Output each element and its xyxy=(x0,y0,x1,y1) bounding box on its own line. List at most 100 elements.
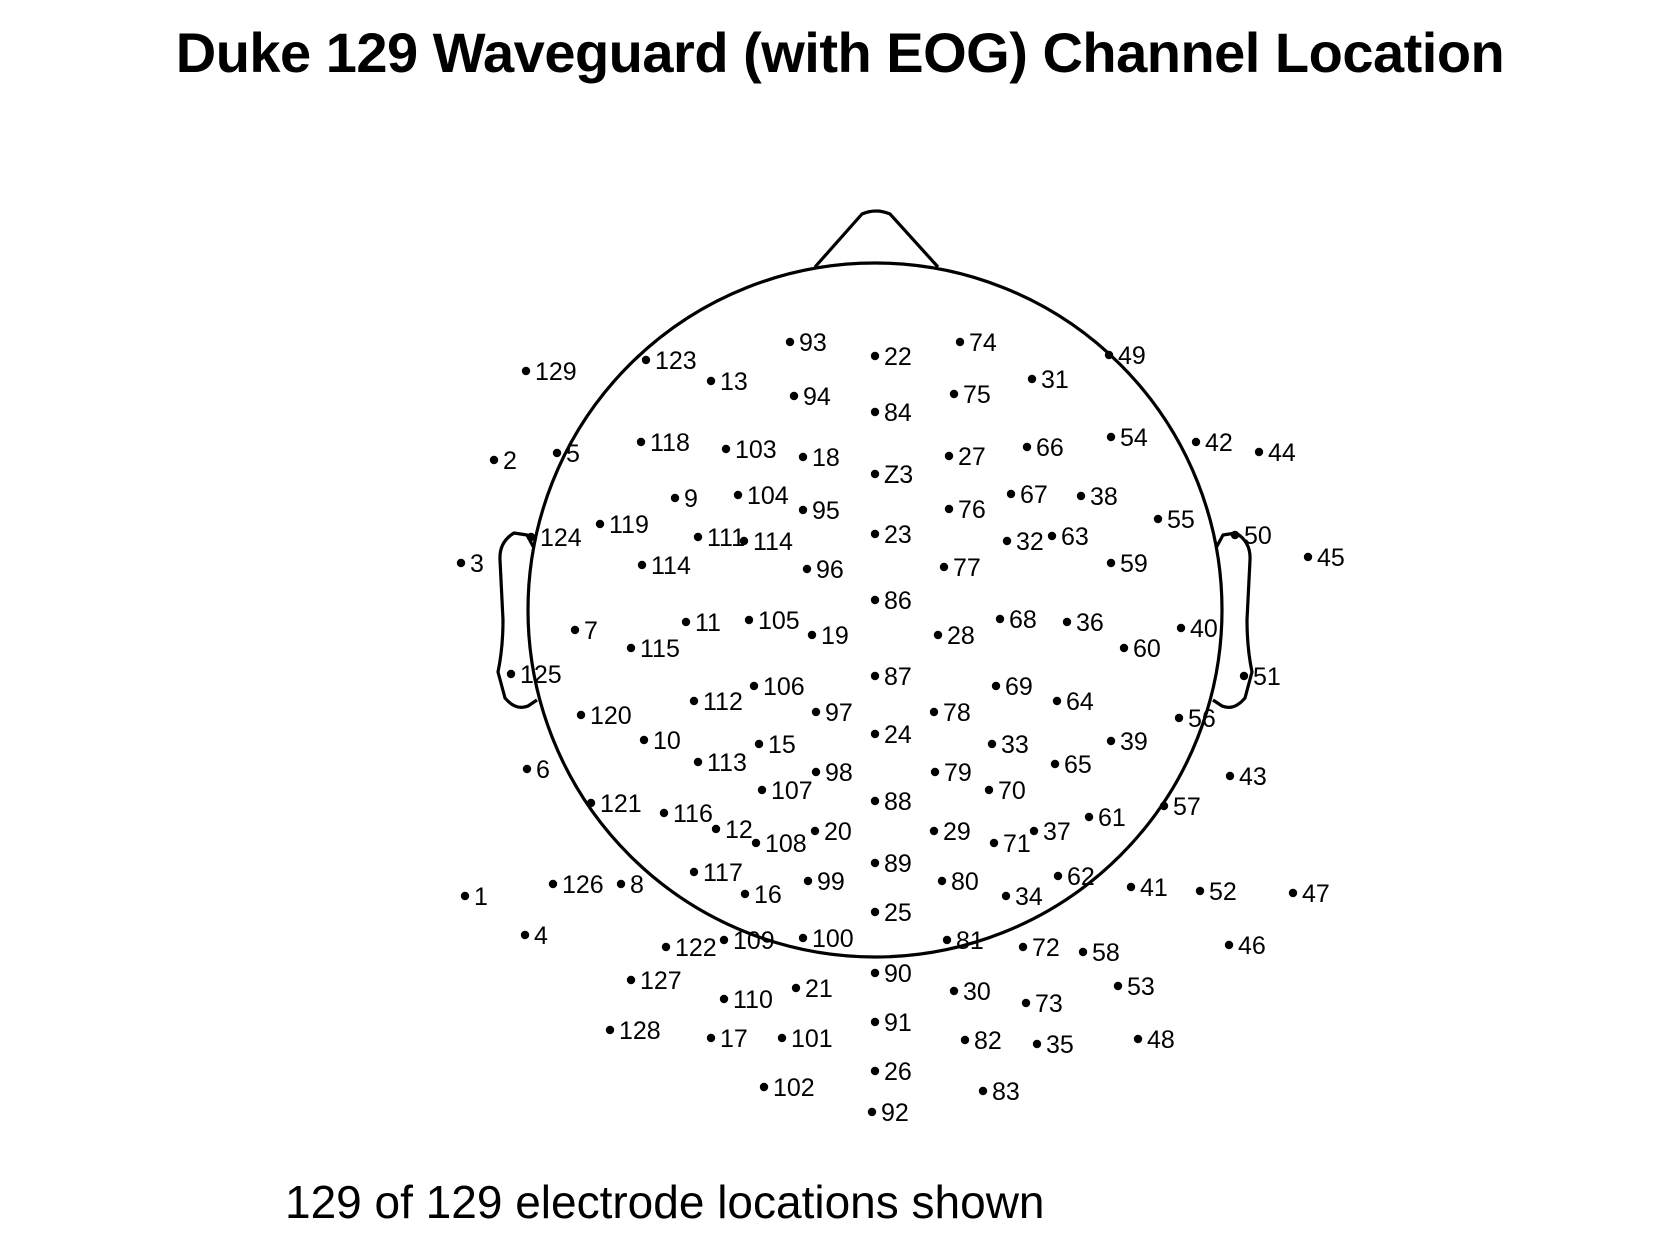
electrode-label: Z3 xyxy=(884,461,913,489)
electrode-129: 129 xyxy=(521,358,577,386)
electrode-dot xyxy=(693,757,703,767)
electrode-label: 118 xyxy=(650,429,690,457)
electrode-44: 44 xyxy=(1254,439,1296,467)
electrode-25: 25 xyxy=(870,899,912,927)
electrode-52: 52 xyxy=(1195,878,1237,906)
head-outline xyxy=(496,209,1254,959)
electrode-87: 87 xyxy=(870,663,912,691)
electrode-38: 38 xyxy=(1076,483,1118,511)
electrode-dot xyxy=(721,444,731,454)
electrode-label: 83 xyxy=(992,1078,1020,1106)
electrode-label: 52 xyxy=(1209,878,1237,906)
electrode-dot xyxy=(803,876,813,886)
electrode-label: 98 xyxy=(825,759,853,787)
electrode-label: 31 xyxy=(1041,366,1069,394)
electrode-label: 69 xyxy=(1005,673,1033,701)
electrode-dot xyxy=(460,891,470,901)
electrode-dot xyxy=(802,564,812,574)
electrode-26: 26 xyxy=(870,1058,912,1086)
electrode-label: 76 xyxy=(958,496,986,524)
electrode-label: 127 xyxy=(640,967,682,995)
electrode-label: 59 xyxy=(1120,550,1148,578)
electrode-label: 66 xyxy=(1036,434,1064,462)
electrode-31: 31 xyxy=(1027,366,1069,394)
electrode-label: 116 xyxy=(673,800,713,828)
electrode-label: 107 xyxy=(771,777,813,805)
electrode-29: 29 xyxy=(929,818,971,846)
electrode-label: 92 xyxy=(881,1099,909,1127)
electrode-101: 101 xyxy=(777,1025,833,1053)
electrode-label: 78 xyxy=(943,699,971,727)
electrode-label: 102 xyxy=(773,1074,815,1102)
electrode-label: 64 xyxy=(1066,688,1094,716)
electrode-dot xyxy=(810,826,820,836)
left-ear-outline xyxy=(496,531,538,709)
electrode-103: 103 xyxy=(721,436,777,464)
electrode-dot xyxy=(937,876,947,886)
electrode-1: 1 xyxy=(460,883,488,911)
electrode-label: 65 xyxy=(1064,751,1092,779)
electrode-dot xyxy=(984,785,994,795)
electrode-label: 55 xyxy=(1167,506,1195,534)
electrode-label: 30 xyxy=(963,978,991,1006)
electrode-label: 81 xyxy=(956,927,984,955)
electrode-dot xyxy=(1176,623,1186,633)
electrode-label: 110 xyxy=(733,986,773,1014)
electrode-dot xyxy=(777,1033,787,1043)
electrode-dot xyxy=(757,785,767,795)
electrode-111: 111 xyxy=(693,524,745,552)
electrode-49: 49 xyxy=(1104,342,1146,370)
electrode-119: 119 xyxy=(595,511,649,539)
electrode-dot xyxy=(1225,771,1235,781)
electrode-dot xyxy=(949,986,959,996)
electrode-label: 96 xyxy=(816,556,844,584)
electrode-dot xyxy=(576,710,586,720)
electrode-92: 92 xyxy=(867,1099,909,1127)
electrode-95: 95 xyxy=(798,497,840,525)
electrode-label: 29 xyxy=(943,818,971,846)
electrode-99: 99 xyxy=(803,868,845,896)
electrode-80: 80 xyxy=(937,868,979,896)
electrode-dot xyxy=(930,767,940,777)
electrode-4: 4 xyxy=(520,922,548,950)
electrode-dot xyxy=(759,1082,769,1092)
electrode-label: 6 xyxy=(536,756,550,784)
electrode-dot xyxy=(1224,940,1234,950)
electrode-100: 100 xyxy=(798,925,854,953)
electrode-label: 35 xyxy=(1046,1031,1074,1059)
electrode-dot xyxy=(870,858,880,868)
electrode-label: 126 xyxy=(562,871,604,899)
electrode-dot xyxy=(719,994,729,1004)
electrode-20: 20 xyxy=(810,818,852,846)
electrode-label: 3 xyxy=(470,550,484,578)
electrode-53: 53 xyxy=(1113,973,1155,1001)
electrode-66: 66 xyxy=(1022,434,1064,462)
electrode-dot xyxy=(744,615,754,625)
electrode-dot xyxy=(1254,447,1264,457)
electrode-7: 7 xyxy=(570,617,598,645)
electrode-dot xyxy=(586,798,596,808)
electrode-label: 99 xyxy=(817,868,845,896)
electrode-dot xyxy=(552,448,562,458)
electrode-label: 23 xyxy=(884,521,912,549)
electrode-dot xyxy=(740,889,750,899)
electrode-label: 114 xyxy=(651,552,691,580)
electrode-dot xyxy=(870,729,880,739)
electrode-dot xyxy=(870,351,880,361)
electrode-10: 10 xyxy=(639,727,681,755)
electrode-label: 114 xyxy=(753,528,793,556)
electrode-112: 112 xyxy=(689,688,743,716)
electrode-label: 86 xyxy=(884,587,912,615)
electrode-label: 16 xyxy=(754,881,782,909)
electrode-label: 117 xyxy=(703,859,743,887)
electrode-dot xyxy=(520,930,530,940)
electrode-71: 71 xyxy=(989,830,1031,858)
electrode-dot xyxy=(595,519,605,529)
electrode-dot xyxy=(659,808,669,818)
electrode-6: 6 xyxy=(522,756,550,784)
figure-title: Duke 129 Waveguard (with EOG) Channel Lo… xyxy=(175,21,1505,84)
electrode-dot xyxy=(811,707,821,717)
electrode-label: 8 xyxy=(630,871,644,899)
electrode-dot xyxy=(867,1107,877,1117)
